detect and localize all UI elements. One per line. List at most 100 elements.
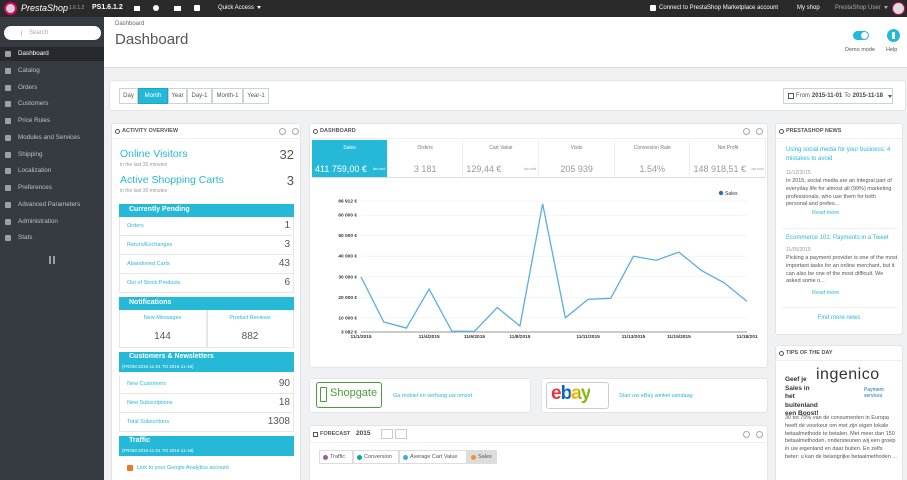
forecast-tab-label: Sales	[478, 454, 492, 460]
notification-cell	[206, 310, 294, 348]
panel-action[interactable]	[756, 128, 763, 135]
prev-year[interactable]	[381, 429, 393, 439]
user-menu[interactable]: PrestaShop User	[835, 5, 888, 11]
forecast-tab-label: Traffic	[330, 454, 345, 460]
period-button[interactable]: Year-1	[243, 88, 269, 104]
kpi-label: Visits	[570, 145, 583, 151]
panel-action[interactable]	[292, 128, 299, 135]
kpi-tab[interactable]	[463, 140, 540, 177]
collapse-icon[interactable]	[49, 256, 55, 264]
row-value: 6	[284, 277, 290, 288]
next-year[interactable]	[395, 429, 407, 439]
icon	[174, 6, 181, 11]
kpi-note: tax excl.	[373, 167, 386, 171]
analytics-icon	[127, 465, 133, 471]
my-shop-link[interactable]: My shop	[797, 5, 820, 11]
ebay-panel	[541, 378, 768, 413]
menu-icon	[5, 84, 11, 91]
forecast-tab[interactable]	[353, 450, 399, 464]
menu-item[interactable]: Shipping	[18, 150, 43, 158]
kpi-label: Conversion Rate	[633, 145, 671, 151]
menu-item[interactable]: Dashboard	[18, 50, 49, 57]
tips-panel	[775, 345, 903, 480]
kpi-tab[interactable]	[539, 140, 615, 177]
help-label[interactable]: Help	[886, 47, 898, 53]
menu-item[interactable]: Catalog	[18, 66, 40, 74]
online-visitors-note: in the last 30 minutes	[120, 162, 168, 168]
menu-item[interactable]: Localization	[18, 167, 52, 175]
news-title[interactable]: Ecommerce 101: Payments in a Tweet	[786, 235, 889, 241]
period-button[interactable]: Month-1	[212, 88, 243, 104]
find-more-news[interactable]: Find more news	[817, 315, 861, 321]
period-button[interactable]: Month	[138, 88, 168, 104]
row-value: 43	[278, 258, 290, 269]
kpi-tab[interactable]	[614, 140, 691, 177]
notification-value: 144	[154, 331, 171, 342]
panel-divider	[309, 442, 768, 443]
row-label[interactable]: Total Subscribers	[127, 419, 170, 425]
panel-action[interactable]	[756, 431, 763, 438]
analytics-link[interactable]: Link to your Google Analytics account	[137, 465, 229, 471]
menu-item[interactable]: Stats	[18, 234, 33, 242]
menu-item[interactable]: Orders	[18, 83, 38, 91]
panel-title: TIPS OF THE DAY	[786, 350, 833, 356]
row	[119, 236, 294, 255]
search-icon	[8, 31, 22, 36]
demo-toggle[interactable]	[853, 31, 869, 40]
period-button[interactable]: Day	[119, 88, 138, 104]
read-more[interactable]: Read more	[812, 290, 840, 296]
menu-item[interactable]: Modules and Services	[18, 133, 80, 141]
kpi-tab[interactable]	[312, 140, 388, 177]
row-label[interactable]: Orders	[127, 223, 144, 229]
panel-action[interactable]	[743, 431, 750, 438]
menu-item[interactable]: Preferences	[18, 184, 52, 191]
notification-label[interactable]: New Messages	[143, 315, 182, 321]
forecast-tab[interactable]	[319, 450, 353, 464]
kpi-note: tax excl.	[751, 167, 765, 171]
menu-item[interactable]: Administration	[18, 217, 58, 225]
kpi-tab[interactable]	[690, 140, 767, 177]
forecast-tab[interactable]	[399, 450, 467, 464]
read-more[interactable]: Read more	[812, 210, 840, 216]
period-button[interactable]: Year	[168, 88, 187, 104]
row-label[interactable]: New Customers	[127, 381, 167, 387]
menu-item[interactable]: Price Rules	[18, 117, 51, 124]
kpi-label: Sales	[343, 145, 356, 151]
menu-item[interactable]: Customers	[18, 100, 49, 108]
row-label[interactable]: Abandoned Carts	[127, 261, 170, 267]
customers-bar	[119, 352, 294, 372]
row-label[interactable]: Out of Stock Products	[127, 280, 181, 286]
avatar[interactable]	[892, 2, 905, 15]
page-title: Dashboard	[115, 31, 189, 48]
panel-action[interactable]	[279, 128, 286, 135]
date-picker[interactable]: From 2015-11-01 To 2015-11-18	[783, 88, 893, 104]
kpi-note: tax excl.	[524, 167, 538, 171]
panel-action[interactable]	[743, 128, 750, 135]
help-icon[interactable]	[887, 29, 900, 42]
ebay-text[interactable]: Start uw eBay winkel vandaag	[619, 393, 693, 399]
row-label[interactable]: New Subscriptions	[127, 400, 173, 406]
forecast-tab[interactable]	[467, 450, 497, 464]
marketplace-link[interactable]: Connect to PrestaShop Marketplace accoun…	[659, 5, 779, 11]
notification-label[interactable]: Product Reviews	[229, 315, 271, 321]
kpi-tab[interactable]	[387, 140, 464, 177]
news-text: Picking a payment provider is one of the…	[786, 255, 898, 285]
tip-brand-sub: Payment services	[864, 387, 884, 399]
shopgate-text[interactable]: Ga mobiel en verhoog uw omzet	[393, 393, 473, 399]
row-value: 18	[278, 397, 290, 408]
date-from-label: From	[795, 93, 810, 99]
period-button[interactable]: Day-1	[187, 88, 212, 104]
kpi-value: 1.54%	[639, 164, 666, 174]
quick-access[interactable]: Quick Access	[218, 5, 261, 11]
row	[119, 413, 294, 432]
demo-mode-label[interactable]: Demo mode	[845, 47, 875, 53]
search-placeholder[interactable]: Search	[29, 30, 49, 36]
icon	[650, 5, 656, 11]
forecast-tab-label: Average Cart Value	[410, 454, 458, 460]
row-label[interactable]: Return/Exchanges	[127, 242, 173, 248]
pending-title: Currently Pending	[129, 206, 190, 213]
search-box[interactable]	[4, 26, 101, 40]
menu-item[interactable]: Advanced Parameters	[18, 200, 81, 208]
news-title[interactable]: Using social media for your business: 4 …	[786, 147, 891, 162]
